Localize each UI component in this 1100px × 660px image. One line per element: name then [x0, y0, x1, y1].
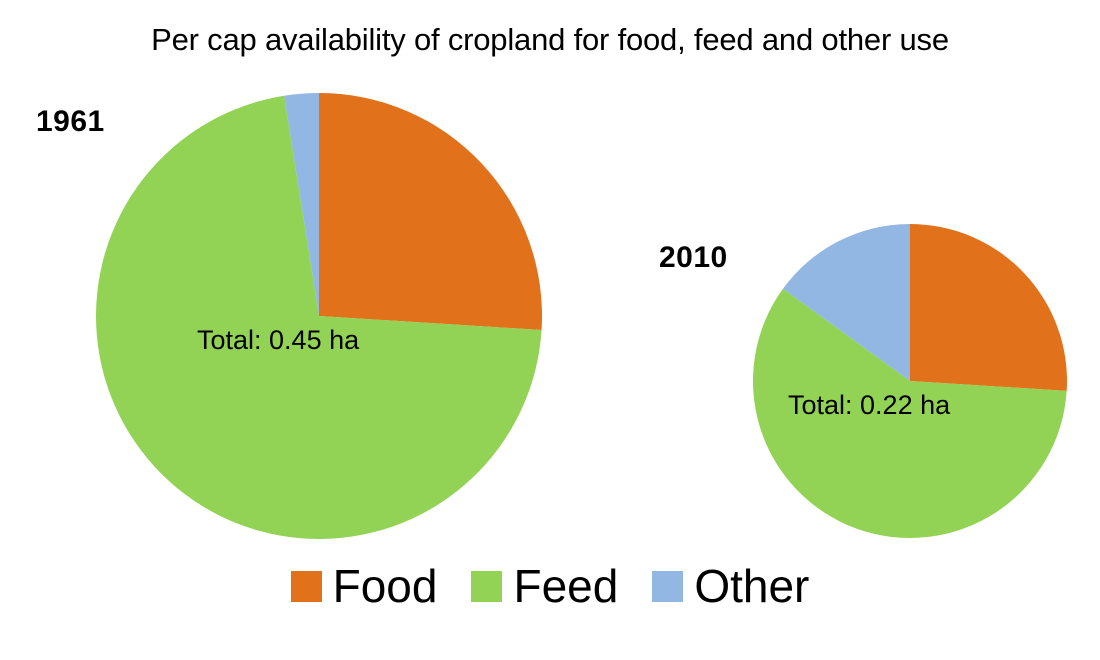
pie-slice-food [319, 93, 542, 330]
data-label-total-1961: Total: 0.45 ha [197, 325, 360, 355]
series-label-1961: 1961 [36, 105, 105, 138]
legend-item-food: Food [290, 560, 438, 612]
pie-slice-food [910, 224, 1067, 391]
pie-slice-feed [753, 288, 1067, 538]
legend-swatch-food-icon [290, 570, 322, 602]
chart-legend: Food Feed Other [0, 560, 1100, 612]
legend-item-other: Other [652, 560, 809, 612]
pie-1961-svg [96, 93, 542, 539]
pie-1961-slices [96, 93, 542, 539]
series-label-2010: 2010 [659, 241, 728, 274]
pie-slice-other [284, 93, 319, 316]
pie-2010-slices [753, 224, 1067, 538]
legend-item-feed: Feed [471, 560, 618, 612]
legend-swatch-other-icon [652, 570, 684, 602]
data-label-total-2010: Total: 0.22 ha [788, 390, 951, 420]
pie-chart-1961 [96, 93, 542, 539]
pie-slice-other [782, 224, 910, 381]
pie-2010-svg [753, 224, 1067, 538]
legend-swatch-feed-icon [471, 570, 503, 602]
legend-label-food: Food [332, 560, 438, 612]
legend-label-feed: Feed [513, 560, 619, 612]
pie-slice-feed [96, 95, 542, 539]
chart-title: Per cap availability of cropland for foo… [151, 22, 949, 57]
legend-label-other: Other [694, 560, 810, 612]
pie-chart-2010 [753, 224, 1067, 538]
